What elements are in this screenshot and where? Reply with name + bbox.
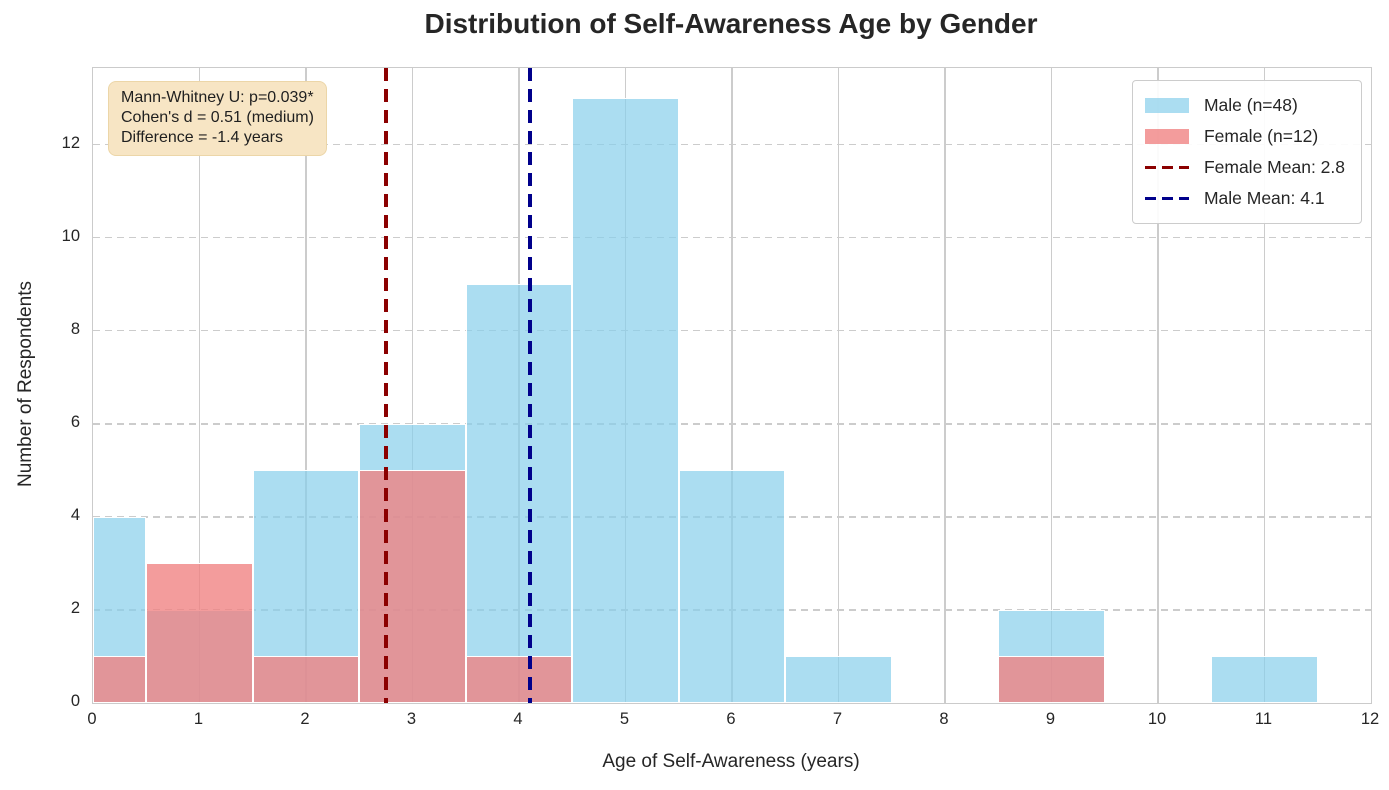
grid-line-vertical [411,68,414,703]
grid-line-vertical [731,68,733,703]
legend-label: Female Mean: 2.8 [1203,157,1345,177]
grid-line-horizontal [93,330,1371,332]
plot-area: Mann-Whitney U: p=0.039* Cohen's d = 0.51… [92,67,1372,704]
y-axis-label: Number of Respondents [15,281,36,487]
y-tick-label: 6 [70,412,80,431]
legend-label: Female (n=12) [1203,126,1319,146]
x-tick-label: 5 [619,710,630,728]
histogram-bar-female [465,656,573,703]
histogram-bar-male [572,98,679,703]
grid-line-vertical [837,68,840,703]
stats-annotation-line: Mann-Whitney U: p=0.039* [121,89,314,106]
x-tick-label: 2 [300,710,310,728]
y-tick-label: 10 [61,226,80,245]
stats-annotation: Mann-Whitney U: p=0.039* Cohen's d = 0.51… [108,81,327,156]
legend-label: Male (n=48) [1203,95,1298,115]
legend-swatch-male-fill [1144,98,1189,113]
grid-line-vertical [1050,68,1053,703]
x-tick-label: 8 [939,710,949,728]
legend-label: Male Mean: 4.1 [1203,188,1325,208]
y-tick-label: 2 [70,598,80,617]
histogram-bar-female [146,563,253,703]
histogram-bar-male [1211,656,1318,703]
x-tick-label: 0 [87,710,97,728]
chart-title: Distribution of Self-Awareness Age by Ge… [424,8,1038,39]
histogram-bar-male [785,656,892,703]
legend-item: Male (n=48) [1144,90,1345,121]
legend-item: Female Mean: 2.8 [1144,152,1345,183]
grid-line-horizontal [93,144,1371,146]
x-tick-label: 7 [832,710,843,728]
grid-line-horizontal [93,423,1371,425]
legend-swatch-female-mean [1144,165,1189,170]
female-mean-line [383,68,388,703]
x-tick-label: 11 [1254,710,1273,728]
legend-swatch-female-fill [1144,129,1189,144]
grid-line-vertical [944,68,946,703]
x-tick-label: 3 [406,710,417,728]
grid-line-vertical [1263,68,1266,703]
histogram-bar-female [252,656,360,703]
histogram-bar-male [465,284,573,703]
x-tick-label: 10 [1147,710,1167,728]
x-tick-label: 1 [193,710,204,728]
histogram-bar-female [93,656,147,703]
legend: Male (n=48) Female (n=12) Female Mean: 2.8… [1131,80,1362,224]
x-tick-label: 12 [1360,710,1380,728]
grid-line-vertical [305,68,307,703]
grid-line-vertical [198,68,201,703]
histogram-bar-female [359,470,466,703]
y-tick-label: 0 [70,692,80,710]
legend-item: Female (n=12) [1144,121,1345,152]
grid-line-horizontal [93,237,1371,239]
x-tick-label: 6 [726,710,736,728]
legend-item: Male Mean: 4.1 [1144,183,1345,214]
y-tick-label: 12 [61,133,80,152]
male-mean-line [527,68,532,703]
histogram-bar-male [678,470,786,703]
y-tick-label: 4 [70,505,80,524]
x-axis-label: Age of Self-Awareness (years) [602,751,860,772]
grid-line-vertical [1157,68,1159,703]
y-tick-label: 8 [70,319,80,338]
stats-annotation-line: Cohen's d = 0.51 (medium) [121,109,314,126]
legend-swatch-male-mean [1144,196,1189,201]
stats-annotation-line: Difference = -1.4 years [121,129,284,146]
x-tick-label: 4 [513,710,523,728]
histogram-bar-female [998,656,1105,703]
x-tick-label: 9 [1045,710,1056,728]
